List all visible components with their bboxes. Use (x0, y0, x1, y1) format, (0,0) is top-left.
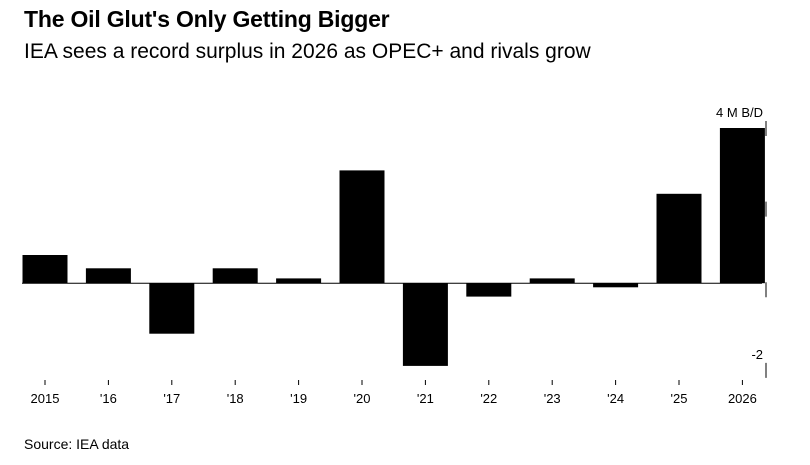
bar-10 (656, 193, 702, 284)
y-tick-label-2: 0 (756, 266, 763, 281)
x-tick-label-2: '17 (163, 391, 180, 406)
bar-0 (22, 255, 68, 284)
x-tick-label-7: '22 (480, 391, 497, 406)
bar-4 (276, 278, 322, 284)
bar-5 (339, 170, 385, 284)
y-axis: 4 M B/D 2 0 -2 (716, 105, 767, 378)
x-tick-label-0: 2015 (31, 391, 60, 406)
chart-title: The Oil Glut's Only Getting Bigger (24, 6, 390, 32)
bars-group (22, 128, 765, 366)
x-tick-label-1: '16 (100, 391, 117, 406)
source-note: Source: IEA data (24, 436, 130, 452)
x-tick-label-8: '23 (544, 391, 561, 406)
bar-9 (593, 283, 639, 288)
bar-6 (402, 283, 448, 366)
bar-3 (212, 268, 258, 284)
bar-2 (149, 283, 195, 334)
y-tick-label-1: 2 (756, 186, 763, 201)
y-tick-label-0: 4 M B/D (716, 105, 763, 120)
chart-subtitle: IEA sees a record surplus in 2026 as OPE… (24, 40, 591, 63)
x-tick-label-5: '20 (354, 391, 371, 406)
x-tick-label-10: '25 (671, 391, 688, 406)
x-tick-label-6: '21 (417, 391, 434, 406)
bar-8 (529, 278, 575, 284)
bar-7 (466, 283, 512, 297)
x-tick-label-4: '19 (290, 391, 307, 406)
y-tick-label-3: -2 (751, 347, 763, 362)
bar-11 (719, 128, 765, 284)
x-tick-label-11: 2026 (728, 391, 757, 406)
x-tick-label-9: '24 (607, 391, 624, 406)
bar-1 (85, 268, 131, 284)
x-tick-label-3: '18 (227, 391, 244, 406)
x-axis: 2015 '16 '17 '18 '19 '20 '21 '22 '23 '24 '25 2026 (31, 380, 757, 406)
